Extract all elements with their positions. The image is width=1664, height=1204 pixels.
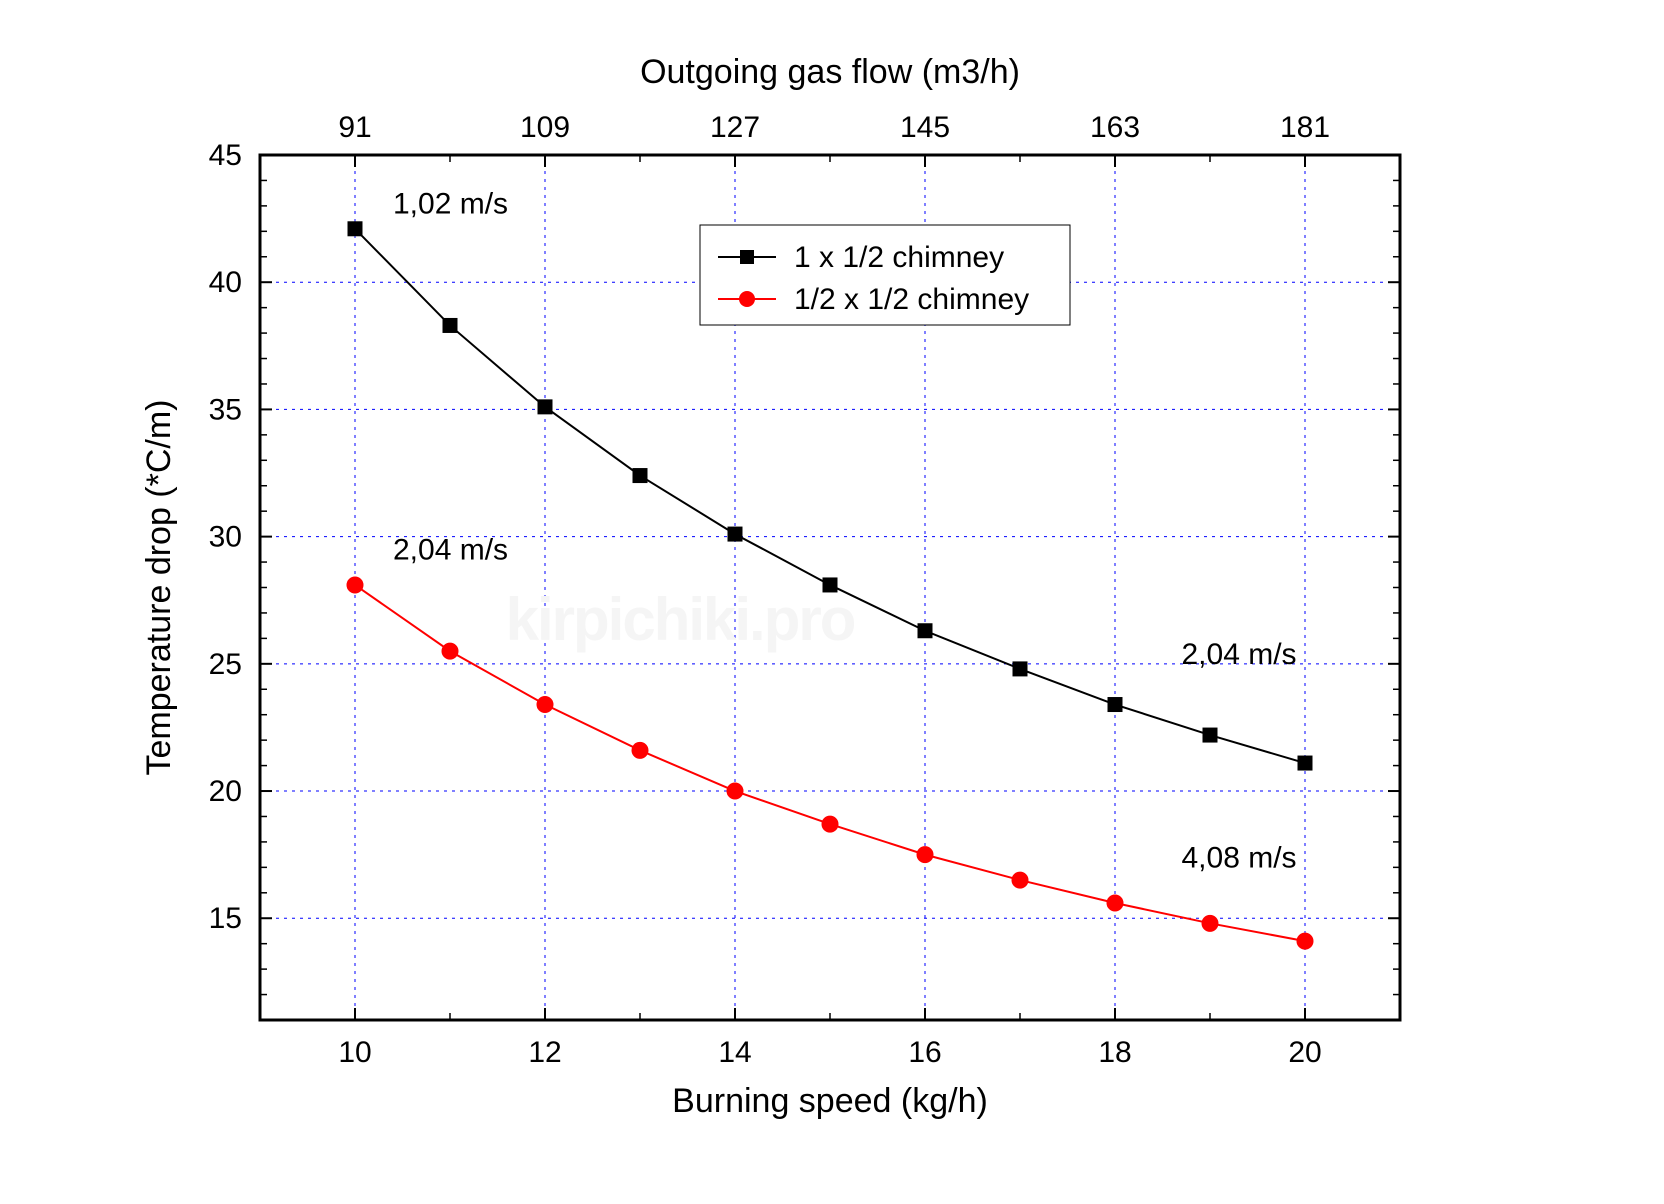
x-top-tick-label: 145	[900, 111, 950, 144]
y-tick-label: 30	[209, 521, 242, 554]
series-marker	[1202, 915, 1218, 931]
series-marker	[823, 578, 837, 592]
x-bottom-tick-label: 14	[718, 1036, 751, 1069]
annotation-0: 1,02 m/s	[393, 188, 508, 221]
series-marker	[348, 222, 362, 236]
watermark: kirpichiki.pro	[506, 586, 855, 653]
series-marker	[632, 742, 648, 758]
series-marker	[728, 527, 742, 541]
series-marker	[822, 816, 838, 832]
series-marker	[538, 400, 552, 414]
x-bottom-tick-label: 12	[528, 1036, 561, 1069]
y-tick-label: 15	[209, 902, 242, 935]
legend-entry-1: 1/2 x 1/2 chimney	[794, 283, 1029, 316]
y-axis-label: Temperature drop (*C/m)	[140, 399, 178, 775]
series-marker	[917, 847, 933, 863]
y-tick-label: 20	[209, 775, 242, 808]
series-marker	[443, 318, 457, 332]
series-marker	[1013, 662, 1027, 676]
annotation-1: 2,04 m/s	[393, 534, 508, 567]
series-marker	[918, 624, 932, 638]
y-tick-label: 25	[209, 648, 242, 681]
y-tick-label: 40	[209, 266, 242, 299]
y-tick-label: 45	[209, 139, 242, 172]
series-marker	[633, 469, 647, 483]
x-axis-bottom-label: Burning speed (kg/h)	[672, 1082, 988, 1120]
x-bottom-tick-label: 10	[338, 1036, 371, 1069]
x-axis-top-label: Outgoing gas flow (m3/h)	[640, 53, 1020, 91]
series-marker	[727, 783, 743, 799]
annotation-2: 2,04 m/s	[1182, 638, 1297, 671]
series-marker	[1297, 933, 1313, 949]
x-top-tick-label: 109	[520, 111, 570, 144]
series-marker	[1298, 756, 1312, 770]
series-marker	[1107, 895, 1123, 911]
series-marker	[347, 577, 363, 593]
x-bottom-tick-label: 16	[908, 1036, 941, 1069]
series-marker	[1108, 698, 1122, 712]
chart-svg: kirpichiki.pro 10 12 14 16 18 20 91 109 127 145 163…	[0, 0, 1664, 1204]
series-marker	[1203, 728, 1217, 742]
series-marker	[537, 697, 553, 713]
x-top-tick-label: 91	[338, 111, 371, 144]
annotation-3: 4,08 m/s	[1182, 841, 1297, 874]
x-top-tick-label: 181	[1280, 111, 1330, 144]
x-bottom-tick-label: 20	[1288, 1036, 1321, 1069]
x-top-tick-label: 127	[710, 111, 760, 144]
y-tick-label: 35	[209, 393, 242, 426]
series-marker	[1012, 872, 1028, 888]
x-bottom-tick-label: 18	[1098, 1036, 1131, 1069]
series-marker	[442, 643, 458, 659]
legend-entry-0: 1 x 1/2 chimney	[794, 241, 1004, 274]
chart-container: kirpichiki.pro 10 12 14 16 18 20 91 109 127 145 163…	[0, 0, 1664, 1204]
x-top-tick-label: 163	[1090, 111, 1140, 144]
